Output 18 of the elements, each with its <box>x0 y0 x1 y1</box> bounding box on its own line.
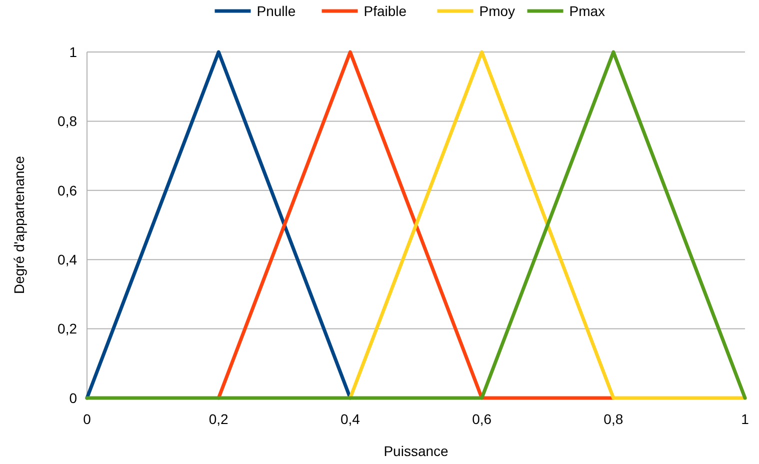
x-tick-label: 0 <box>83 411 92 427</box>
x-axis-title: Puissance <box>384 443 449 459</box>
y-tick-label: 0,4 <box>58 252 78 268</box>
legend-label: Pnulle <box>256 3 296 19</box>
y-axis-title: Degré d'appartenance <box>11 156 27 294</box>
y-tick-label: 0,6 <box>58 182 78 198</box>
x-tick-label: 1 <box>741 411 750 427</box>
x-tick-label: 0,8 <box>604 411 624 427</box>
legend-label: Pfaible <box>364 3 407 19</box>
x-tick-label: 0,6 <box>472 411 492 427</box>
x-tick-label: 0,4 <box>340 411 360 427</box>
y-tick-label: 0,2 <box>58 320 78 337</box>
legend-label: Pmoy <box>479 3 516 19</box>
y-tick-label: 0 <box>69 390 78 406</box>
x-tick-label: 0,2 <box>208 411 229 427</box>
legend-label: Pmax <box>569 3 606 19</box>
y-tick-label: 1 <box>69 44 78 60</box>
y-tick-label: 0,8 <box>58 113 78 130</box>
